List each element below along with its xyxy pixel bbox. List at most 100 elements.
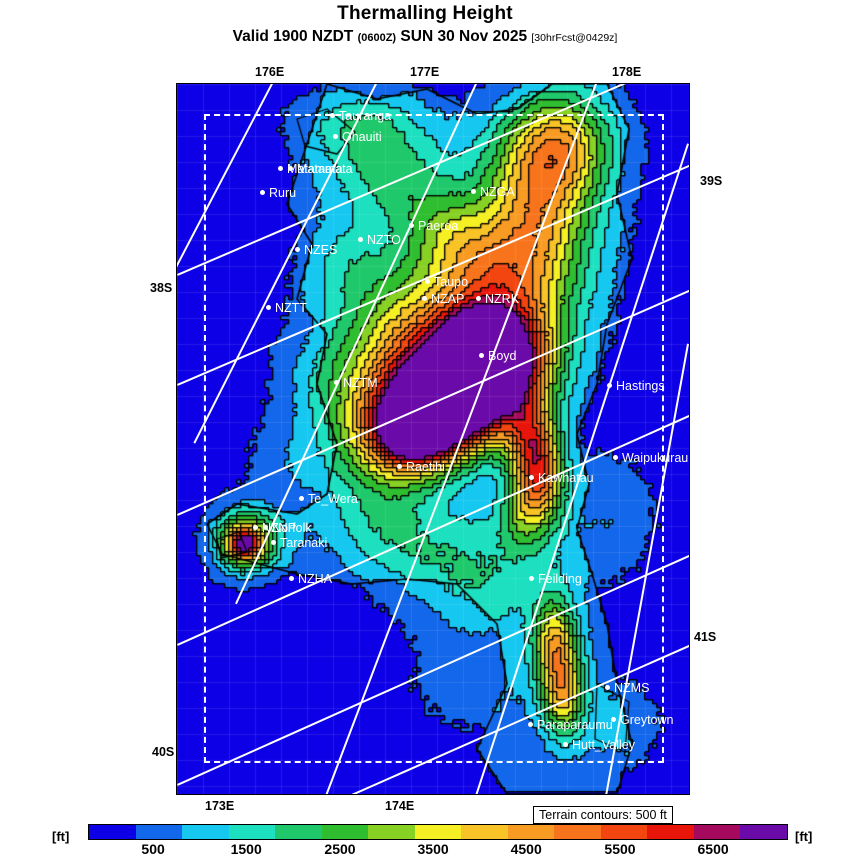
station-marker-icon [479,353,484,358]
valid-time-text: Valid 1900 NZDT [232,28,354,45]
colorbar-tick-labels: 500 1500 2500 3500 4500 5500 6500 [88,841,788,859]
station-marker-icon [476,296,481,301]
station-marker-icon [529,475,534,480]
station-label: Hutt_Valley [572,738,635,752]
colorbar-swatch-9 [507,825,555,839]
colorbar-swatch-1 [135,825,183,839]
colorbar-tick-1500: 1500 [230,841,262,857]
lat-label-40S: 40S [152,745,175,759]
station-label: Matamata [297,162,353,176]
lon-label-174E: 174E [385,799,415,813]
station-label: NZGA [480,185,515,199]
colorbar-tick-6500: 6500 [697,841,729,857]
colorbar-tick-5500: 5500 [604,841,636,857]
station-label: Te_Wera [308,492,358,506]
colorbar-swatch-6 [368,825,415,839]
page-title: Thermalling Height [337,3,513,24]
lon-label-177E: 177E [410,65,440,79]
colorbar-gradient[interactable] [88,824,788,840]
station-marker-icon [334,380,339,385]
map-plot-area[interactable]: Tauranga Ohauiti Matamata Matamata Ruru NZGA P… [176,83,690,795]
colorbar-tick-500: 500 [141,841,165,857]
station-marker-icon [397,464,402,469]
station-label: NZRK [485,292,520,306]
station-label: Norfolk [272,521,312,535]
station-marker-icon [271,540,276,545]
colorbar-swatch-14 [740,825,787,839]
colorbar-swatch-11 [600,825,648,839]
station-label: NZNP [262,521,297,535]
station-label: Feilding [538,572,582,586]
colorbar-swatch-13 [693,825,741,839]
station-label: NZMS [614,681,650,695]
station-label: Greytown [620,713,674,727]
station-marker-icon [289,576,294,581]
valid-date-text: SUN 30 Nov 2025 [400,28,528,45]
station-label: Matamata [287,162,343,176]
station-marker-icon [263,525,268,530]
colorbar-swatch-0 [89,825,136,839]
station-marker-icon [425,279,430,284]
station-label: NZTT [275,301,307,315]
colorbar-unit-right: [ft] [795,829,813,844]
colorbar-swatch-8 [461,825,508,839]
station-label: Boyd [488,349,517,363]
lat-label-41S: 41S [694,630,717,644]
station-marker-icon [330,113,335,118]
station-marker-icon [278,166,283,171]
station-label: Raetihi [406,460,445,474]
station-label: Taupo [434,275,469,289]
lat-label-38S: 38S [150,281,173,295]
title-block: Thermalling Height Valid 1900 NZDT (0600… [0,0,850,46]
valid-utc-text: (0600Z) [357,32,397,44]
colorbar-swatch-3 [228,825,276,839]
lat-label-39S: 39S [700,174,723,188]
station-marker-icon [266,305,271,310]
station-label: Ruru [269,186,297,200]
station-label: NZES [304,243,338,257]
station-label: NZTO [367,233,401,247]
station-label: NZHA [298,572,333,586]
station-marker-icon [295,247,300,252]
lon-label-173E: 173E [205,799,235,813]
station-marker-icon [299,496,304,501]
station-marker-icon [422,296,427,301]
station-label: Tauranga [339,109,392,123]
station-marker-icon [607,383,612,388]
station-marker-icon [358,237,363,242]
colorbar-swatch-4 [275,825,322,839]
valid-time-subtitle: Valid 1900 NZDT (0600Z) SUN 30 Nov 2025 … [0,28,850,46]
station-label: Paraparaumu [537,718,613,732]
station-marker-icon [471,189,476,194]
station-label: Kawhatau [538,471,594,485]
station-label: Waipukurau [622,451,689,465]
colorbar-tick-2500: 2500 [324,841,356,857]
lon-label-176E: 176E [255,65,285,79]
station-label: Hastings [616,379,665,393]
colorbar-swatch-7 [414,825,462,839]
station-marker-icon [605,685,610,690]
station-marker-icon [253,525,258,530]
colorbar-swatch-5 [321,825,369,839]
station-label: Ohauiti [342,130,382,144]
forecast-tag: [30hrFcst@0429z] [531,32,618,44]
forecast-domain-box [204,114,664,763]
colorbar-tick-4500: 4500 [510,841,542,857]
colorbar-swatch-2 [182,825,229,839]
station-marker-icon [529,576,534,581]
terrain-contour-note: Terrain contours: 500 ft [533,806,673,824]
station-label: NZAP [431,292,465,306]
lon-label-178E: 178E [612,65,642,79]
station-marker-icon [260,190,265,195]
station-marker-icon [409,223,414,228]
station-label: Paeroa [418,219,459,233]
station-label: Taranaki [280,536,328,550]
station-marker-icon [613,455,618,460]
colorbar-region: [ft] [ft] 500 1500 2500 3500 4500 5500 6500 [0,824,850,860]
colorbar-tick-3500: 3500 [417,841,449,857]
colorbar-unit-left: [ft] [52,829,70,844]
station-marker-icon [288,166,293,171]
station-marker-icon [333,134,338,139]
colorbar-swatch-10 [554,825,601,839]
station-marker-icon [528,722,533,727]
